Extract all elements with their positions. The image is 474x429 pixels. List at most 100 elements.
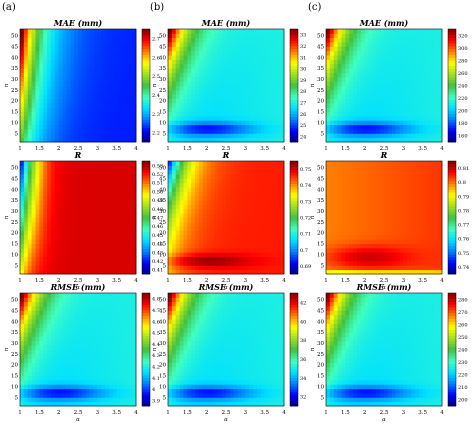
- heatmap-cell: [264, 124, 269, 130]
- heatmap-cell: [120, 265, 125, 271]
- heatmap-cell: [229, 94, 235, 99]
- heatmap-cell: [391, 243, 396, 249]
- heatmap-cell: [233, 260, 238, 266]
- heatmap-cell: [27, 133, 32, 139]
- heatmap-cell: [229, 59, 235, 65]
- heatmap-cell: [384, 37, 389, 43]
- heatmap-cell: [249, 161, 254, 166]
- heatmap-cell: [116, 50, 121, 56]
- colorbar-cell: [290, 110, 298, 115]
- heatmap-cell: [260, 89, 266, 95]
- heatmap-cell: [414, 217, 420, 223]
- heatmap-cell: [364, 195, 369, 201]
- heatmap-cell: [384, 260, 389, 266]
- y-axis-label: n: [4, 83, 10, 87]
- heatmap-cell: [391, 72, 396, 78]
- heatmap-cell: [233, 37, 238, 43]
- heatmap-cell: [329, 247, 335, 253]
- heatmap-cell: [329, 94, 335, 99]
- heatmap-cell: [368, 137, 373, 143]
- heatmap-cell: [326, 37, 331, 43]
- y-tick-label: 25: [159, 220, 166, 226]
- heatmap-cell: [356, 200, 362, 205]
- heatmap-cell: [214, 81, 219, 86]
- heatmap-cell: [171, 55, 177, 60]
- heatmap-cell: [276, 252, 281, 258]
- heatmap-cell: [78, 111, 83, 117]
- heatmap-cell: [260, 243, 266, 249]
- heatmap-cell: [403, 200, 408, 205]
- colorbar-cell: [290, 71, 298, 75]
- heatmap-cell: [391, 239, 396, 244]
- heatmap-cell: [58, 68, 63, 73]
- heatmap-cell: [245, 81, 250, 86]
- heatmap-cell: [202, 230, 208, 236]
- heatmap-cell: [237, 252, 242, 258]
- heatmap-cell: [128, 174, 133, 179]
- heatmap-cell: [403, 260, 408, 266]
- colorbar-cell: [290, 214, 298, 218]
- heatmap-cell: [272, 182, 277, 188]
- heatmap-cell: [187, 111, 192, 117]
- heatmap-cell: [198, 252, 204, 258]
- colorbar-cell: [448, 133, 456, 137]
- heatmap-cell: [353, 191, 358, 197]
- heatmap-cell: [81, 107, 87, 112]
- heatmap-cell: [171, 37, 177, 43]
- heatmap-cell: [74, 230, 79, 236]
- heatmap-cell: [268, 128, 273, 134]
- heatmap-cell: [101, 111, 106, 117]
- colorbar-tick-label: 29: [300, 78, 306, 84]
- heatmap-cell: [341, 252, 346, 258]
- heatmap-cell: [35, 256, 40, 262]
- heatmap-cell: [58, 107, 63, 112]
- heatmap-cell: [35, 247, 40, 253]
- heatmap-cell: [229, 89, 235, 95]
- heatmap-cell: [105, 81, 110, 86]
- heatmap-cell: [191, 120, 196, 126]
- heatmap-cell: [411, 72, 416, 78]
- heatmap-cell: [35, 50, 40, 56]
- heatmap-cell: [356, 81, 362, 86]
- heatmap-cell: [47, 169, 52, 175]
- heatmap-cell: [206, 239, 211, 244]
- x-tick-label: 3: [96, 146, 100, 152]
- heatmap-cell: [368, 252, 373, 258]
- heatmap-cell: [35, 133, 40, 139]
- heatmap-cell: [89, 256, 94, 262]
- heatmap-cell: [426, 217, 431, 223]
- heatmap-cell: [276, 85, 281, 91]
- heatmap-cell: [256, 98, 262, 104]
- heatmap-cell: [399, 89, 404, 95]
- heatmap-cell: [78, 187, 83, 192]
- heatmap-cell: [414, 265, 420, 271]
- heatmap-cell: [372, 85, 377, 91]
- heatmap-cell: [349, 195, 354, 201]
- heatmap-cell: [411, 137, 416, 143]
- heatmap-cell: [356, 174, 362, 179]
- heatmap-cell: [345, 213, 350, 218]
- heatmap-cell: [35, 174, 40, 179]
- heatmap-cell: [395, 85, 400, 91]
- heatmap-cell: [372, 191, 377, 197]
- heatmap-cell: [39, 247, 44, 253]
- heatmap-cell: [326, 208, 331, 214]
- heatmap-cell: [280, 98, 285, 104]
- heatmap-cell: [414, 187, 420, 192]
- heatmap-cell: [226, 59, 231, 65]
- heatmap-cell: [132, 85, 137, 91]
- heatmap-cell: [210, 191, 215, 197]
- heatmap-cell: [191, 111, 196, 117]
- heatmap-cell: [195, 195, 200, 201]
- heatmap-cell: [399, 94, 404, 99]
- heatmap-cell: [395, 124, 400, 130]
- heatmap-cell: [438, 111, 443, 117]
- heatmap-cell: [97, 46, 102, 52]
- colorbar-tick-label: 0.72: [300, 216, 311, 222]
- heatmap-cell: [272, 72, 277, 78]
- colorbar-cell: [290, 251, 298, 255]
- heatmap-cell: [62, 29, 67, 34]
- heatmap-cell: [171, 29, 177, 34]
- heatmap-cell: [345, 226, 350, 231]
- heatmap-cell: [438, 191, 443, 197]
